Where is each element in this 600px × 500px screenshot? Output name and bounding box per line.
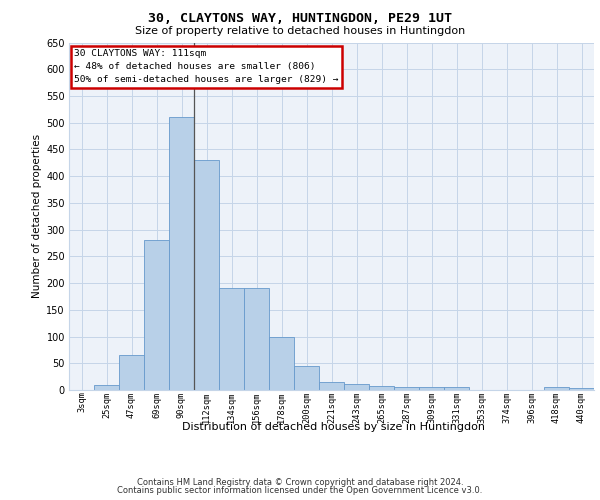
Text: Contains public sector information licensed under the Open Government Licence v3: Contains public sector information licen…: [118, 486, 482, 495]
Bar: [269, 336, 294, 390]
Bar: [394, 388, 419, 390]
Bar: [319, 382, 344, 390]
Bar: [94, 384, 119, 390]
Bar: [569, 388, 594, 390]
Y-axis label: Number of detached properties: Number of detached properties: [32, 134, 42, 298]
Bar: [444, 388, 469, 390]
Bar: [144, 240, 169, 390]
Bar: [244, 288, 269, 390]
Bar: [369, 386, 394, 390]
Bar: [294, 366, 319, 390]
Bar: [344, 384, 369, 390]
Bar: [194, 160, 219, 390]
Bar: [419, 388, 444, 390]
Text: 30 CLAYTONS WAY: 111sqm
← 48% of detached houses are smaller (806)
50% of semi-d: 30 CLAYTONS WAY: 111sqm ← 48% of detache…: [74, 49, 338, 84]
Bar: [544, 388, 569, 390]
Text: Contains HM Land Registry data © Crown copyright and database right 2024.: Contains HM Land Registry data © Crown c…: [137, 478, 463, 487]
Bar: [219, 288, 244, 390]
Text: Distribution of detached houses by size in Huntingdon: Distribution of detached houses by size …: [182, 422, 485, 432]
Bar: [169, 118, 194, 390]
Text: 30, CLAYTONS WAY, HUNTINGDON, PE29 1UT: 30, CLAYTONS WAY, HUNTINGDON, PE29 1UT: [148, 12, 452, 24]
Bar: [119, 355, 144, 390]
Text: Size of property relative to detached houses in Huntingdon: Size of property relative to detached ho…: [135, 26, 465, 36]
